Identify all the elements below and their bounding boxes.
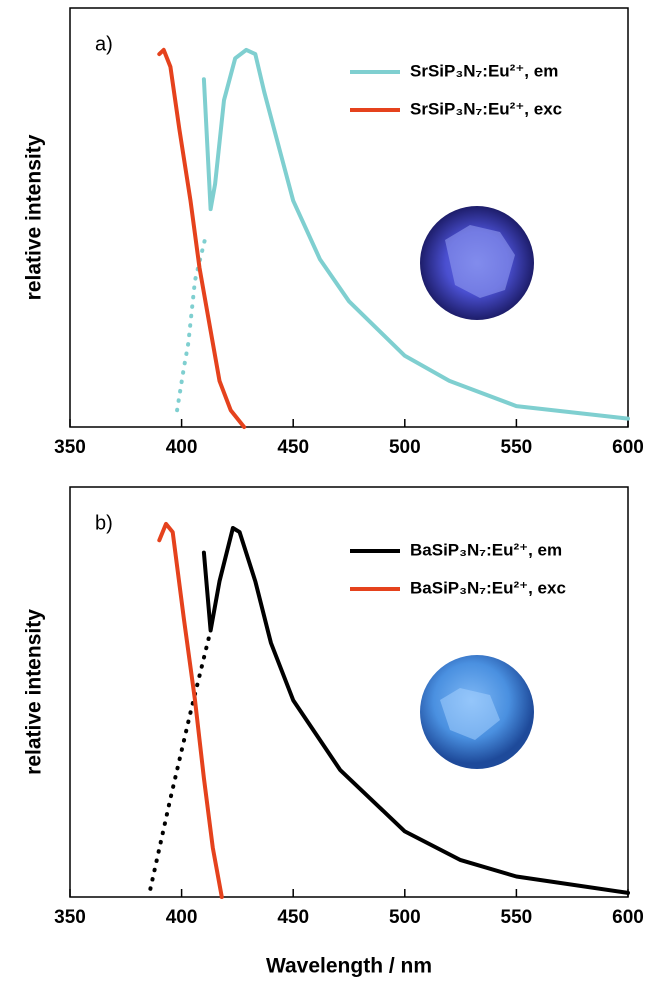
legend-label: SrSiP₃N₇:Eu²⁺, exc xyxy=(410,99,562,118)
x-tick-label: 600 xyxy=(612,907,644,928)
x-tick-label: 400 xyxy=(166,907,198,928)
dotted-line xyxy=(148,628,213,891)
x-tick-label: 500 xyxy=(389,437,421,458)
x-tick-label: 450 xyxy=(277,907,309,928)
panel-label: b) xyxy=(95,512,113,534)
x-axis-label: Wavelength / nm xyxy=(266,955,432,978)
line xyxy=(157,47,247,429)
x-tick-label: 350 xyxy=(54,907,86,928)
x-tick-label: 400 xyxy=(166,437,198,458)
panel-label: a) xyxy=(95,33,113,55)
x-tick-label: 350 xyxy=(54,437,86,458)
legend-label: SrSiP₃N₇:Eu²⁺, em xyxy=(410,61,558,80)
sample-glow xyxy=(445,225,515,298)
x-tick-label: 550 xyxy=(501,907,533,928)
line xyxy=(201,47,630,421)
line xyxy=(201,526,630,895)
x-tick-label: 600 xyxy=(612,437,644,458)
plot-frame xyxy=(69,486,629,898)
legend-label: BaSiP₃N₇:Eu²⁺, exc xyxy=(410,578,566,597)
x-tick-label: 450 xyxy=(277,437,309,458)
y-axis-label: relative intensity xyxy=(23,134,46,300)
dotted-line xyxy=(175,232,209,413)
y-axis-label: relative intensity xyxy=(23,609,46,775)
sample-glow xyxy=(440,688,500,740)
plot-frame xyxy=(69,7,629,428)
x-tick-label: 550 xyxy=(501,437,533,458)
legend-label: BaSiP₃N₇:Eu²⁺, em xyxy=(410,540,562,559)
x-tick-label: 500 xyxy=(389,907,421,928)
line xyxy=(157,521,224,899)
